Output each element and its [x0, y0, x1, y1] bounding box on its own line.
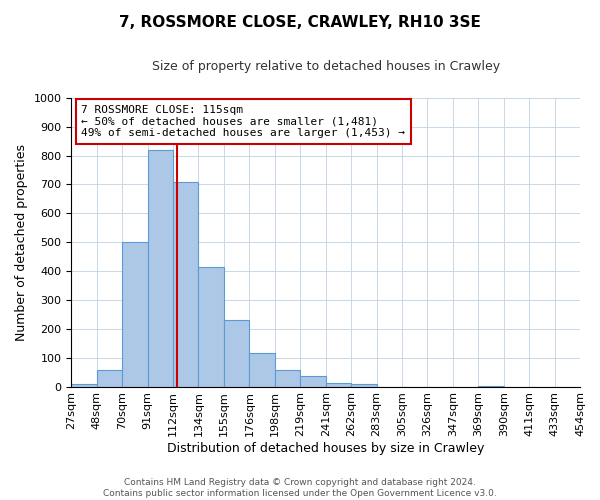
Text: 7, ROSSMORE CLOSE, CRAWLEY, RH10 3SE: 7, ROSSMORE CLOSE, CRAWLEY, RH10 3SE — [119, 15, 481, 30]
Bar — [199, 266, 224, 386]
Bar — [148, 150, 173, 386]
Bar — [122, 242, 148, 386]
Bar — [351, 384, 377, 386]
Bar — [326, 383, 351, 386]
Text: Contains HM Land Registry data © Crown copyright and database right 2024.
Contai: Contains HM Land Registry data © Crown c… — [103, 478, 497, 498]
Bar — [275, 370, 300, 386]
Y-axis label: Number of detached properties: Number of detached properties — [15, 144, 28, 340]
Bar — [97, 370, 122, 386]
Title: Size of property relative to detached houses in Crawley: Size of property relative to detached ho… — [152, 60, 500, 73]
Bar — [250, 352, 275, 386]
Text: 7 ROSSMORE CLOSE: 115sqm
← 50% of detached houses are smaller (1,481)
49% of sem: 7 ROSSMORE CLOSE: 115sqm ← 50% of detach… — [82, 105, 406, 138]
X-axis label: Distribution of detached houses by size in Crawley: Distribution of detached houses by size … — [167, 442, 484, 455]
Bar — [300, 376, 326, 386]
Bar — [71, 384, 97, 386]
Bar — [173, 182, 199, 386]
Bar — [224, 320, 250, 386]
